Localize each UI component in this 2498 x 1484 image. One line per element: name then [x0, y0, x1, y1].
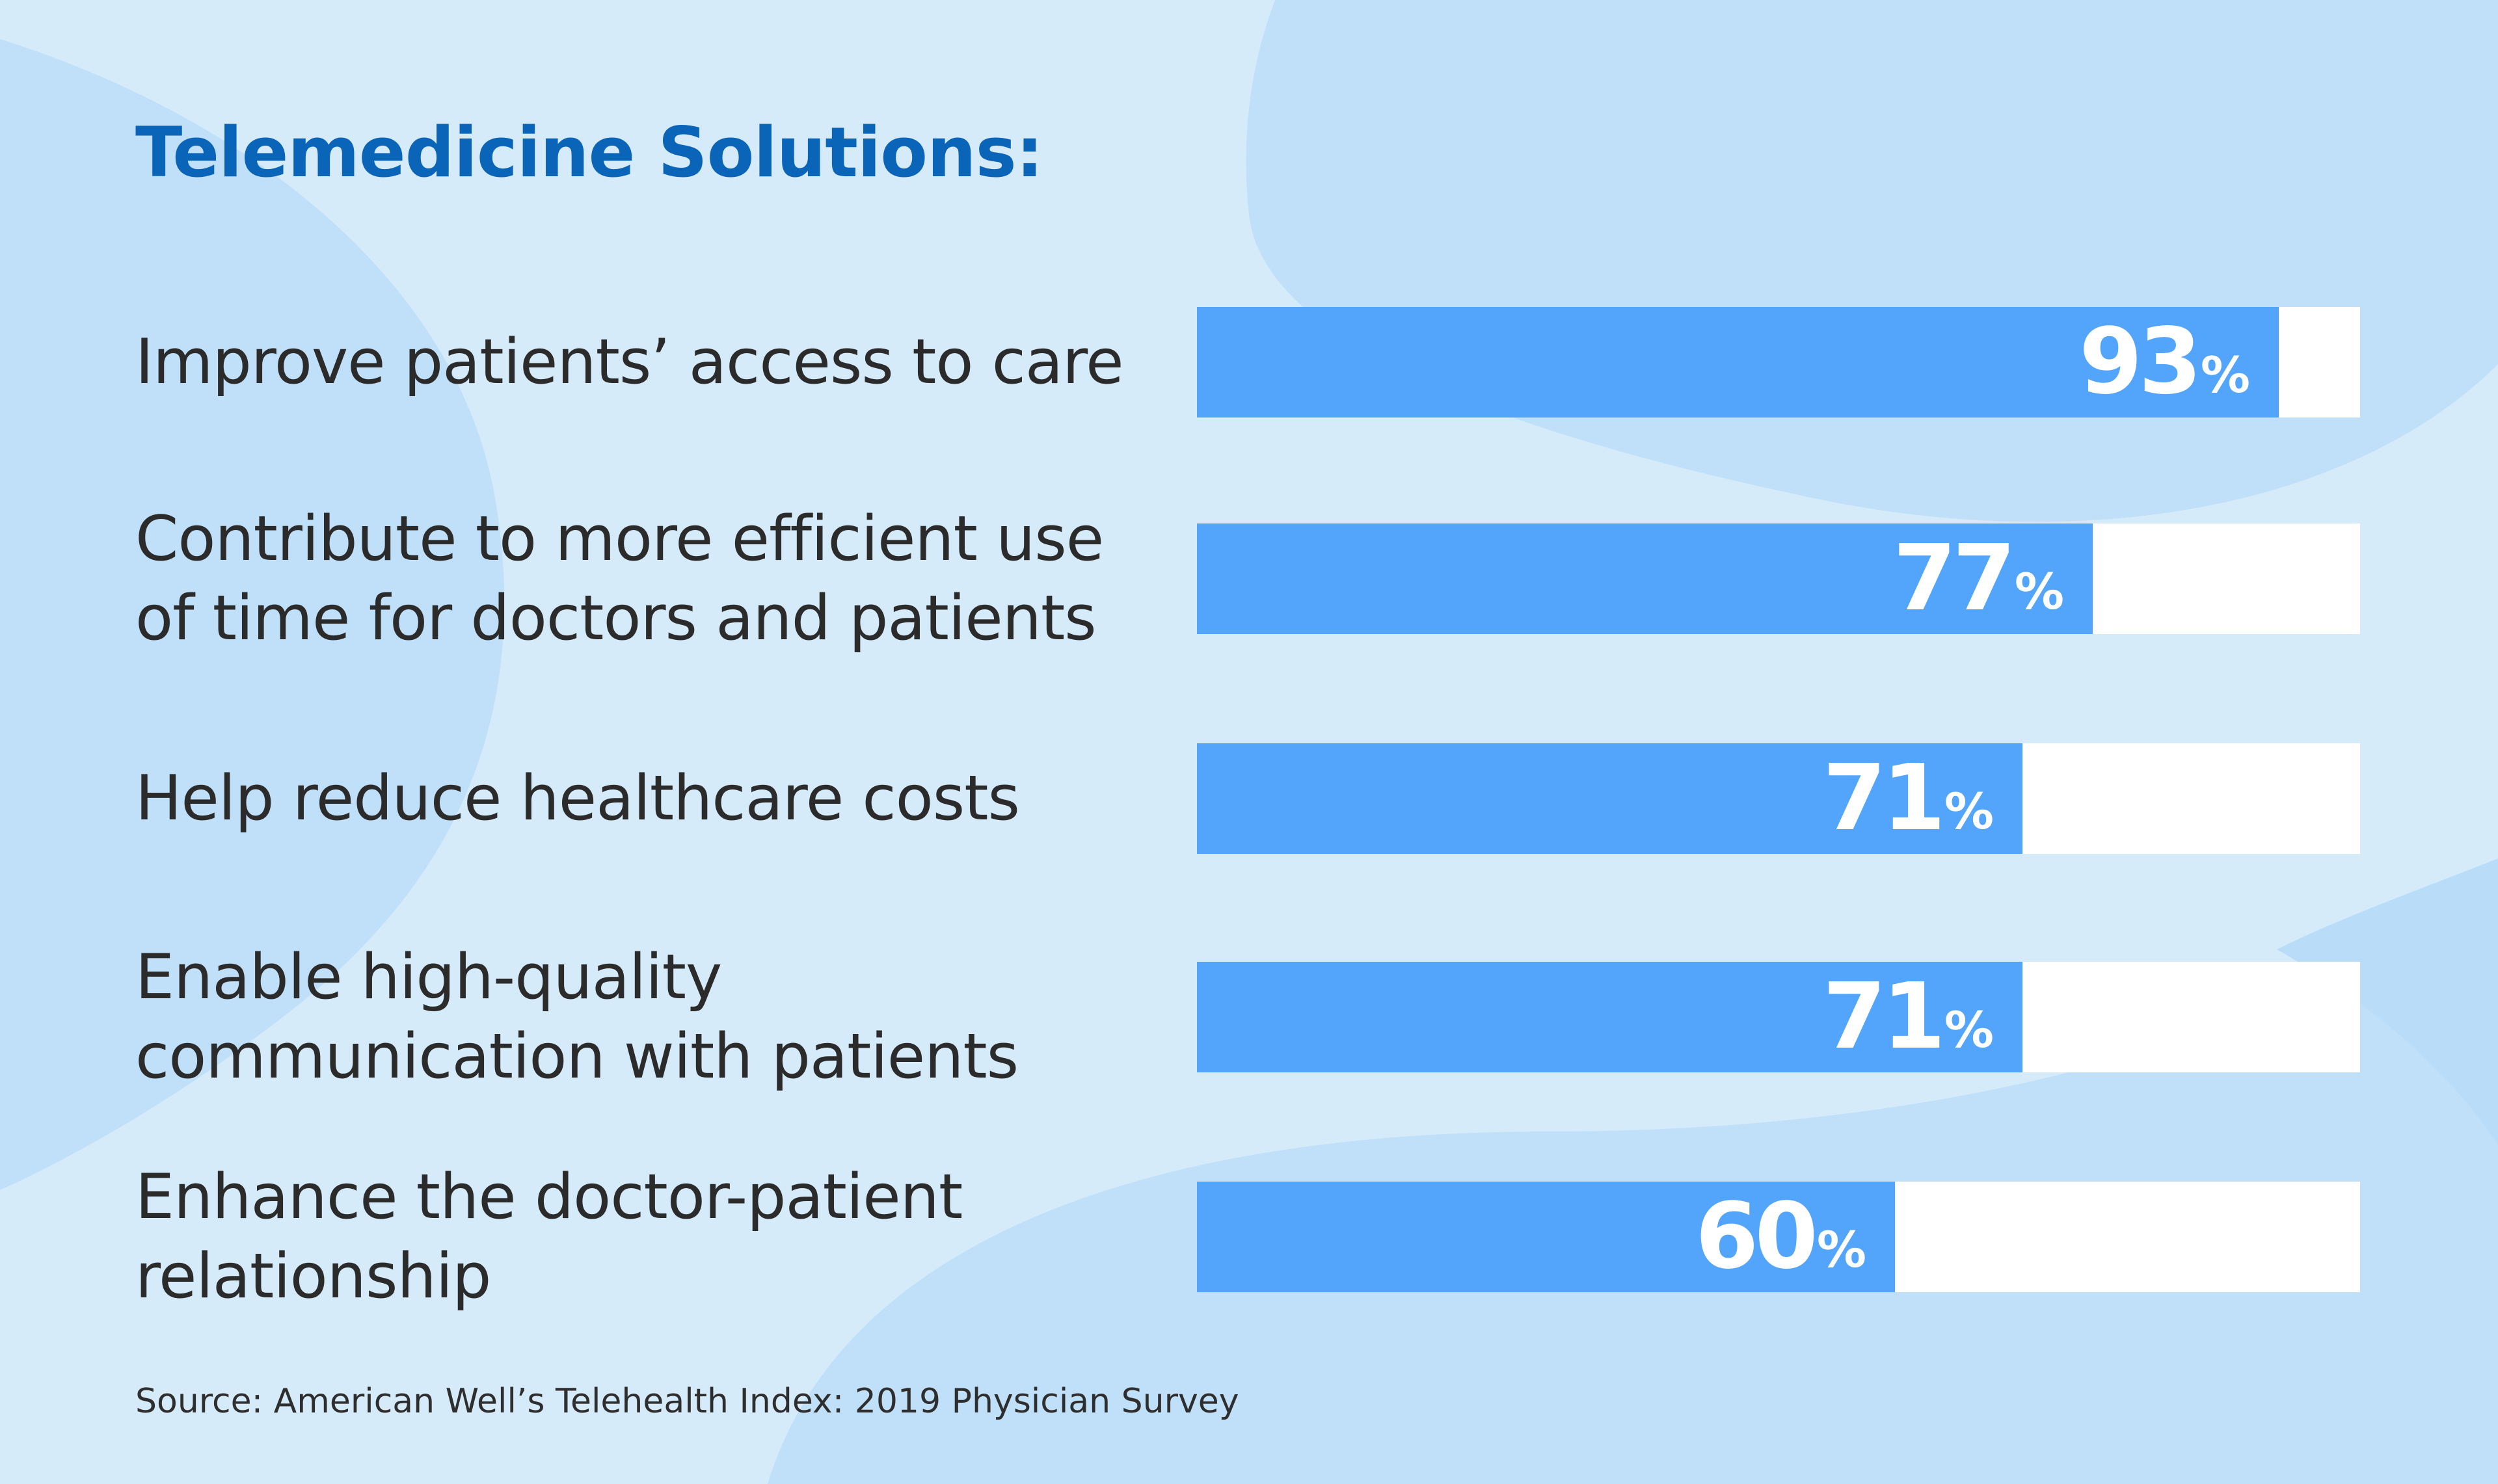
data-label: 60% — [1197, 1182, 1895, 1292]
category-label: Improve patients’ access to care — [135, 323, 1163, 402]
data-label-unit: % — [1944, 1005, 1994, 1055]
category-label: Enable high-quality communication with pa… — [135, 938, 1163, 1096]
data-label-unit: % — [1817, 1225, 1866, 1275]
bar-track: 71% — [1197, 962, 2360, 1072]
bar-track: 60% — [1197, 1182, 2360, 1292]
data-label-unit: % — [2201, 351, 2250, 400]
category-label-line: Contribute to more efficient use — [135, 499, 1163, 579]
category-label-line: Enable high-quality — [135, 938, 1163, 1017]
data-label: 93% — [1197, 307, 2279, 417]
category-label-line: Enhance the doctor-patient — [135, 1158, 1163, 1237]
bar-track: 93% — [1197, 307, 2360, 417]
data-label-value: 71 — [1823, 972, 1942, 1063]
bar-track: 77% — [1197, 523, 2360, 634]
data-label: 71% — [1197, 962, 2022, 1072]
data-label: 77% — [1197, 523, 2093, 634]
bar-track: 71% — [1197, 743, 2360, 854]
category-label: Help reduce healthcare costs — [135, 759, 1163, 838]
data-label-value: 93 — [2079, 317, 2198, 408]
category-label-line: Help reduce healthcare costs — [135, 759, 1163, 838]
data-label-unit: % — [2015, 567, 2064, 616]
source-note: Source: American Well’s Telehealth Index… — [135, 1379, 1239, 1424]
data-label-unit: % — [1944, 787, 1994, 836]
data-label-value: 71 — [1823, 753, 1942, 844]
category-label-line: relationship — [135, 1237, 1163, 1316]
category-label-line: communication with patients — [135, 1017, 1163, 1096]
category-label-line: of time for doctors and patients — [135, 579, 1163, 658]
data-label-value: 60 — [1695, 1191, 1814, 1282]
data-label: 71% — [1197, 743, 2022, 854]
chart-title: Telemedicine Solutions: — [135, 104, 1043, 202]
category-label: Contribute to more efficient use of time … — [135, 499, 1163, 658]
category-label-line: Improve patients’ access to care — [135, 323, 1163, 402]
data-label-value: 77 — [1893, 533, 2012, 624]
category-label: Enhance the doctor-patient relationship — [135, 1158, 1163, 1316]
